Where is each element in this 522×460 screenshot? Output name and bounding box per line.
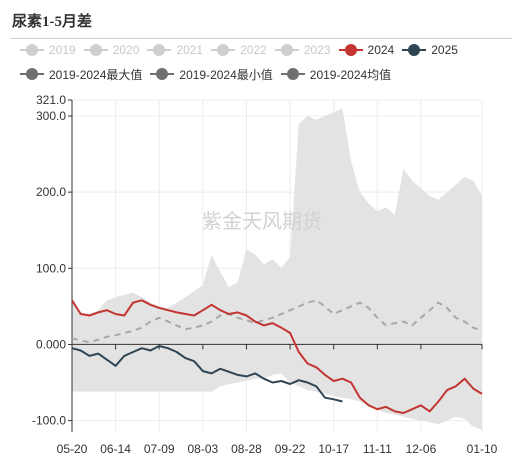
legend-item[interactable]: 2022	[211, 43, 267, 57]
legend-label: 2023	[303, 43, 331, 57]
legend-swatch-icon	[20, 43, 44, 57]
legend-label: 2019	[49, 43, 76, 57]
legend-item[interactable]: 2023	[274, 43, 331, 57]
legend-label: 2024	[367, 43, 395, 57]
axis-layer: 321.0 300.0 200.0 100.0 0.000 -100.0 05-20 06-1…	[32, 93, 498, 456]
series-line	[71, 345, 343, 403]
legend-label: 2022	[240, 43, 267, 57]
legend-swatch-icon	[20, 67, 44, 81]
legend-label: 2020	[112, 43, 140, 57]
min-max-band	[72, 108, 482, 430]
x-tick-label: 01-10	[467, 442, 498, 456]
x-tick-label: 09-22	[275, 442, 306, 456]
legend-label: 2025	[431, 43, 458, 57]
legend-item[interactable]: 2025	[402, 43, 458, 57]
title-divider	[10, 38, 512, 39]
legend-row-stats: 2019-2024最大值 2019-2024最小值 2019-2024均值	[20, 66, 510, 83]
legend-item[interactable]: 2019-2024最小值	[150, 66, 273, 83]
legend-label: 2021	[176, 43, 204, 57]
legend-swatch-icon	[147, 43, 172, 57]
legend: 2019 2020 2021 2022 2023 2024 2025 2019-2024最大…	[20, 43, 510, 91]
legend-swatch-icon	[338, 43, 363, 57]
y-tick-label: 0.000	[36, 337, 66, 351]
series-layer	[71, 299, 483, 414]
page-title: 尿素1-5月差	[12, 14, 92, 30]
legend-swatch-icon	[150, 67, 175, 81]
x-tick-label: 08-28	[231, 442, 262, 456]
legend-row-years: 2019 2020 2021 2022 2023 2024 2025	[20, 43, 510, 57]
y-tick-label: -100.0	[32, 414, 66, 428]
y-tick-label: 100.0	[36, 261, 66, 275]
x-tick-label: 08-03	[187, 442, 218, 456]
y-tick-label: 300.0	[36, 109, 66, 123]
series-line	[71, 299, 483, 414]
legend-swatch-icon	[402, 43, 427, 57]
legend-item[interactable]: 2020	[83, 43, 140, 57]
x-tick-label: 11-11	[363, 442, 392, 456]
legend-swatch-icon	[83, 43, 108, 57]
legend-item[interactable]: 2024	[338, 43, 395, 57]
series-line	[71, 299, 483, 344]
legend-item[interactable]: 2019-2024均值	[280, 66, 392, 83]
legend-swatch-icon	[274, 43, 299, 57]
x-tick-label: 06-14	[100, 442, 131, 456]
legend-item[interactable]: 2021	[147, 43, 203, 57]
y-tick-label: 200.0	[36, 185, 66, 199]
legend-label: 2019-2024均值	[309, 67, 392, 82]
x-tick-label: 12-06	[406, 442, 437, 456]
x-tick-label: 05-20	[57, 442, 88, 456]
legend-label: 2019-2024最小值	[179, 67, 273, 82]
legend-item[interactable]: 2019-2024最大值	[20, 66, 142, 83]
x-tick-label: 10-17	[318, 442, 349, 456]
legend-swatch-icon	[211, 43, 236, 57]
y-tick-label: 321.0	[36, 93, 66, 107]
legend-swatch-icon	[280, 67, 305, 81]
watermark: 紫金天风期货	[202, 209, 322, 233]
legend-label: 2019-2024最大值	[49, 67, 143, 82]
x-tick-label: 07-09	[144, 442, 175, 456]
legend-item[interactable]: 2019	[20, 43, 76, 57]
band-layer	[72, 108, 482, 430]
